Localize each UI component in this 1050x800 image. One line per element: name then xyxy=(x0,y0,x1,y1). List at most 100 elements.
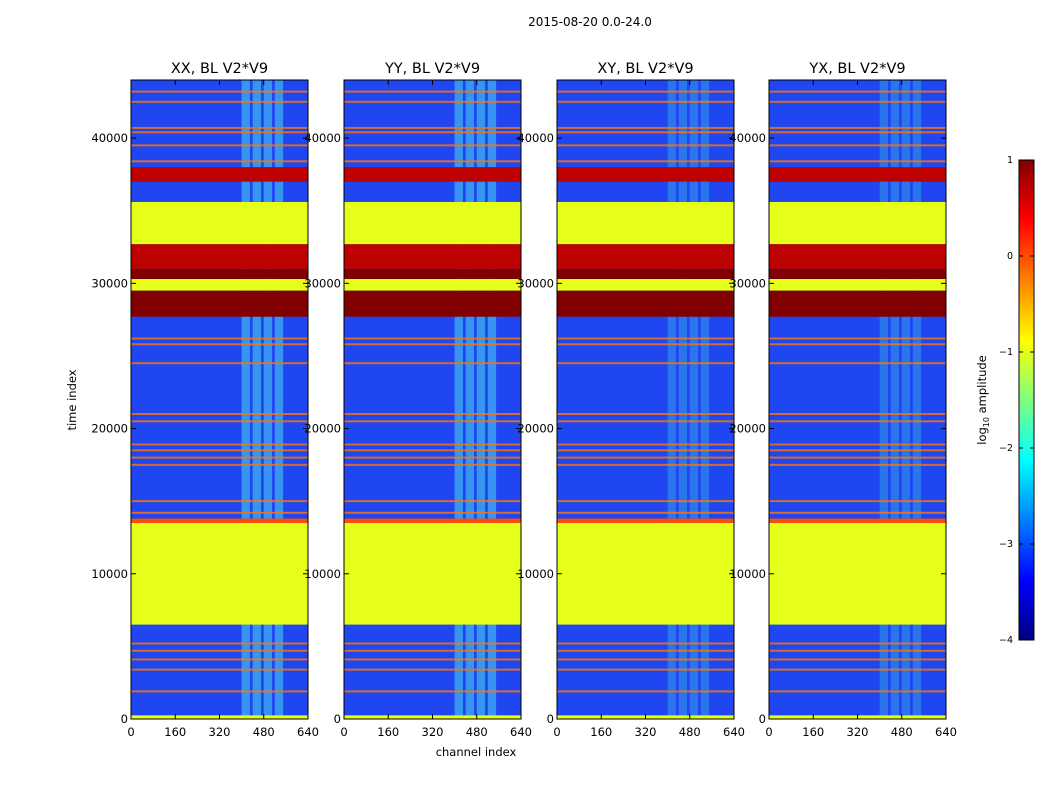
time-band xyxy=(344,268,521,279)
flagged-line xyxy=(344,690,521,693)
panel-title: YX, BL V2*V9 xyxy=(808,61,905,77)
flagged-line xyxy=(131,443,308,446)
x-tick-label: 0 xyxy=(340,725,347,739)
y-axis-label: time index xyxy=(65,369,79,430)
time-band xyxy=(344,522,521,625)
time-band xyxy=(557,201,734,245)
flagged-line xyxy=(131,511,308,514)
panel-title: YY, BL V2*V9 xyxy=(384,61,480,77)
flagged-line xyxy=(344,511,521,514)
rfi-channel-stripe xyxy=(689,80,699,719)
y-tick-label: 40000 xyxy=(517,131,554,145)
flagged-line xyxy=(131,131,308,134)
flagged-line xyxy=(769,131,946,134)
flagged-line xyxy=(344,362,521,365)
flagged-line xyxy=(769,126,946,129)
rfi-channel-stripe xyxy=(912,80,922,719)
flagged-line xyxy=(131,456,308,459)
flagged-line xyxy=(769,463,946,466)
panel-1: XX, BL V2*V9 0 160 320 480 640 0 10000 20000 3000… xyxy=(91,61,319,739)
time-band xyxy=(769,201,946,245)
time-band xyxy=(557,290,734,317)
x-axis-label: channel index xyxy=(436,745,517,759)
flagged-line xyxy=(131,100,308,103)
y-tick-label: 0 xyxy=(759,712,766,726)
y-tick-label: 20000 xyxy=(517,422,554,436)
suptitle: 2015-08-20 0.0-24.0 xyxy=(528,15,652,29)
flagged-line xyxy=(131,343,308,346)
flagged-line xyxy=(557,343,734,346)
flagged-line xyxy=(344,463,521,466)
flagged-line xyxy=(769,343,946,346)
time-band xyxy=(769,244,946,269)
time-band xyxy=(557,278,734,291)
y-tick-label: 20000 xyxy=(304,422,341,436)
flagged-line xyxy=(344,642,521,645)
rfi-channel-stripe xyxy=(274,80,284,719)
flagged-line xyxy=(557,668,734,671)
y-tick-label: 30000 xyxy=(729,276,766,290)
x-tick-label: 160 xyxy=(164,725,186,739)
rfi-channel-stripe xyxy=(879,80,888,719)
flagged-line xyxy=(131,413,308,416)
flagged-line xyxy=(769,649,946,652)
flagged-line xyxy=(769,160,946,163)
flagged-line xyxy=(344,343,521,346)
panel-title: XX, BL V2*V9 xyxy=(171,61,268,77)
x-tick-label: 640 xyxy=(723,725,745,739)
flagged-line xyxy=(769,449,946,452)
time-band xyxy=(131,167,308,182)
flagged-line xyxy=(769,642,946,645)
flagged-line xyxy=(344,160,521,163)
x-tick-label: 320 xyxy=(635,725,657,739)
flagged-line xyxy=(769,337,946,340)
rfi-channel-stripe xyxy=(241,80,250,719)
x-tick-label: 0 xyxy=(765,725,772,739)
flagged-line xyxy=(344,420,521,423)
colorbar-tick-label: 0 xyxy=(1007,251,1013,262)
y-tick-label: 10000 xyxy=(91,567,128,581)
flagged-line xyxy=(344,500,521,503)
rfi-channel-stripe xyxy=(476,80,486,719)
time-band xyxy=(769,522,946,625)
flagged-line xyxy=(344,90,521,93)
x-tick-label: 640 xyxy=(510,725,532,739)
colorbar-gradient xyxy=(1018,159,1035,641)
colorbar-tick-label: −2 xyxy=(999,443,1013,454)
colorbar-tick-label: −3 xyxy=(999,539,1013,550)
flagged-line xyxy=(769,443,946,446)
flagged-line xyxy=(344,126,521,129)
time-band xyxy=(769,290,946,317)
flagged-line xyxy=(131,690,308,693)
flagged-line xyxy=(557,642,734,645)
time-band xyxy=(769,278,946,291)
colorbar-tick-label: −1 xyxy=(999,347,1013,358)
x-tick-label: 320 xyxy=(847,725,869,739)
flagged-line xyxy=(344,456,521,459)
flagged-line xyxy=(344,449,521,452)
flagged-line xyxy=(131,160,308,163)
flagged-line xyxy=(131,362,308,365)
panel-4: YX, BL V2*V9 0 160 320 480 640 0 10000 20000 3000… xyxy=(729,61,957,739)
y-tick-label: 10000 xyxy=(729,567,766,581)
panel-title: XY, BL V2*V9 xyxy=(597,61,693,77)
y-tick-label: 0 xyxy=(547,712,554,726)
panel-3: XY, BL V2*V9 0 160 320 480 640 0 10000 20000 3000… xyxy=(517,61,745,739)
flagged-line xyxy=(557,413,734,416)
y-tick-label: 40000 xyxy=(729,131,766,145)
flagged-line xyxy=(131,649,308,652)
rfi-channel-stripe xyxy=(890,80,899,719)
time-band xyxy=(131,522,308,625)
flagged-line xyxy=(557,463,734,466)
flagged-line xyxy=(557,500,734,503)
flagged-line xyxy=(344,100,521,103)
flagged-line xyxy=(769,90,946,93)
flagged-line xyxy=(769,668,946,671)
y-tick-label: 10000 xyxy=(304,567,341,581)
y-tick-label: 20000 xyxy=(91,422,128,436)
y-tick-label: 30000 xyxy=(517,276,554,290)
x-tick-label: 0 xyxy=(553,725,560,739)
flagged-line xyxy=(131,144,308,147)
time-band xyxy=(344,201,521,245)
